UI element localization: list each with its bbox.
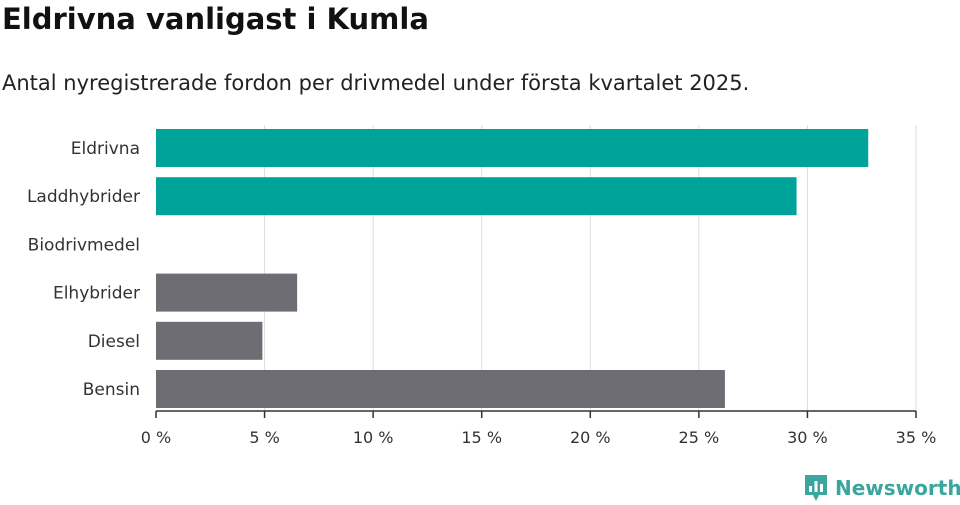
category-label-biodrivmedel: Biodrivmedel <box>28 235 140 255</box>
x-tick-label-4: 20 % <box>570 428 611 447</box>
chart-title: Eldrivna vanligast i Kumla <box>2 2 429 36</box>
x-tick-label-1: 5 % <box>249 428 279 447</box>
category-label-diesel: Diesel <box>88 332 140 352</box>
category-label-elhybrider: Elhybrider <box>53 284 140 304</box>
x-tick-label-3: 15 % <box>461 428 502 447</box>
newsworthy-bar-chart-icon <box>805 475 827 501</box>
bar-laddhybrider <box>156 177 797 216</box>
chart-subtitle: Antal nyregistrerade fordon per drivmede… <box>2 71 750 95</box>
bar-eldrivna <box>156 129 869 167</box>
x-tick-label-7: 35 % <box>896 428 937 447</box>
bar-elhybrider <box>156 273 298 312</box>
x-tick-label-6: 30 % <box>787 428 828 447</box>
category-label-bensin: Bensin <box>83 380 140 400</box>
x-tick-label-5: 25 % <box>679 428 720 447</box>
bar-diesel <box>156 321 263 360</box>
brand-logo: Newsworthy <box>803 473 960 503</box>
category-label-eldrivna: Eldrivna <box>71 139 140 159</box>
x-tick-label-2: 10 % <box>353 428 394 447</box>
brand-name: Newsworthy <box>835 476 960 500</box>
category-label-laddhybrider: Laddhybrider <box>27 187 140 207</box>
bar-bensin <box>156 370 725 408</box>
x-tick-label-0: 0 % <box>141 428 171 447</box>
